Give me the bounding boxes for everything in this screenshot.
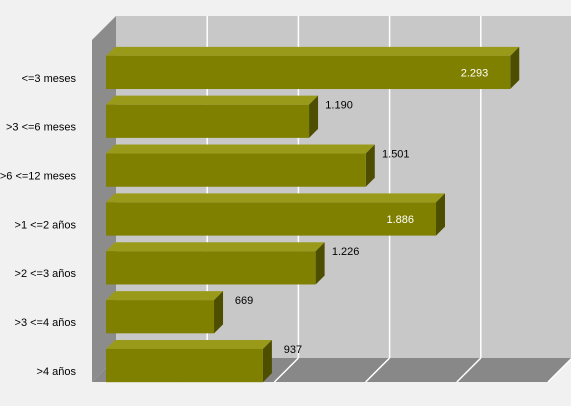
bar-front-face bbox=[106, 300, 215, 334]
value-label: 1.501 bbox=[382, 149, 410, 161]
bar-side-face bbox=[214, 291, 224, 334]
bar-top-face bbox=[106, 339, 272, 349]
category-label: >1 <=2 años bbox=[15, 219, 77, 231]
bar-7 bbox=[106, 339, 272, 383]
bar-front-face bbox=[106, 55, 511, 90]
bar-top-face bbox=[106, 46, 520, 56]
category-label: >2 <=3 años bbox=[15, 268, 77, 280]
chart-category-labels: <=3 meses >3 <=6 meses >6 <=12 meses >1 <=2… bbox=[0, 73, 76, 378]
category-label: >3 <=6 meses bbox=[6, 122, 77, 134]
bar-side-face bbox=[436, 193, 446, 236]
bar-top-face bbox=[106, 291, 224, 301]
bar-top-face bbox=[106, 242, 325, 252]
bar-side-face bbox=[365, 144, 375, 187]
category-label: <=3 meses bbox=[22, 73, 77, 85]
bar-4 bbox=[106, 193, 446, 236]
gridline-floor bbox=[365, 357, 391, 383]
category-label: >6 <=12 meses bbox=[0, 170, 76, 182]
bar-6 bbox=[106, 291, 224, 334]
bar-front-face bbox=[106, 251, 316, 285]
bar-front-face bbox=[106, 202, 437, 236]
value-label: 1.190 bbox=[325, 100, 353, 112]
bar-side-face bbox=[315, 242, 325, 285]
category-label: >4 años bbox=[37, 366, 77, 378]
value-label: 669 bbox=[235, 295, 253, 307]
bar-1 bbox=[106, 46, 520, 90]
bar-front-face bbox=[106, 153, 366, 187]
value-label: 937 bbox=[284, 344, 302, 356]
chart-bars bbox=[106, 46, 520, 383]
bar-side-face bbox=[510, 46, 520, 90]
value-label: 1.226 bbox=[332, 246, 360, 258]
gridline-floor bbox=[273, 357, 299, 383]
chart-value-labels: 2.293 1.190 1.501 1.886 1.226 669 937 bbox=[235, 67, 488, 356]
gridline-floor bbox=[456, 357, 482, 383]
bar-front-face bbox=[106, 104, 310, 138]
value-label: 1.886 bbox=[386, 214, 414, 226]
category-label: >3 <=4 años bbox=[15, 317, 77, 329]
bar-top-face bbox=[106, 193, 446, 203]
bar-2 bbox=[106, 95, 319, 138]
bar-5 bbox=[106, 242, 325, 285]
bar-top-face bbox=[106, 144, 375, 154]
gridline-floor bbox=[547, 357, 571, 383]
bar-front-face bbox=[106, 348, 263, 383]
value-label: 2.293 bbox=[461, 67, 489, 79]
bar-top-face bbox=[106, 95, 319, 105]
bar-3 bbox=[106, 144, 375, 187]
bar-side-face bbox=[262, 339, 272, 383]
bar-side-face bbox=[309, 95, 319, 138]
